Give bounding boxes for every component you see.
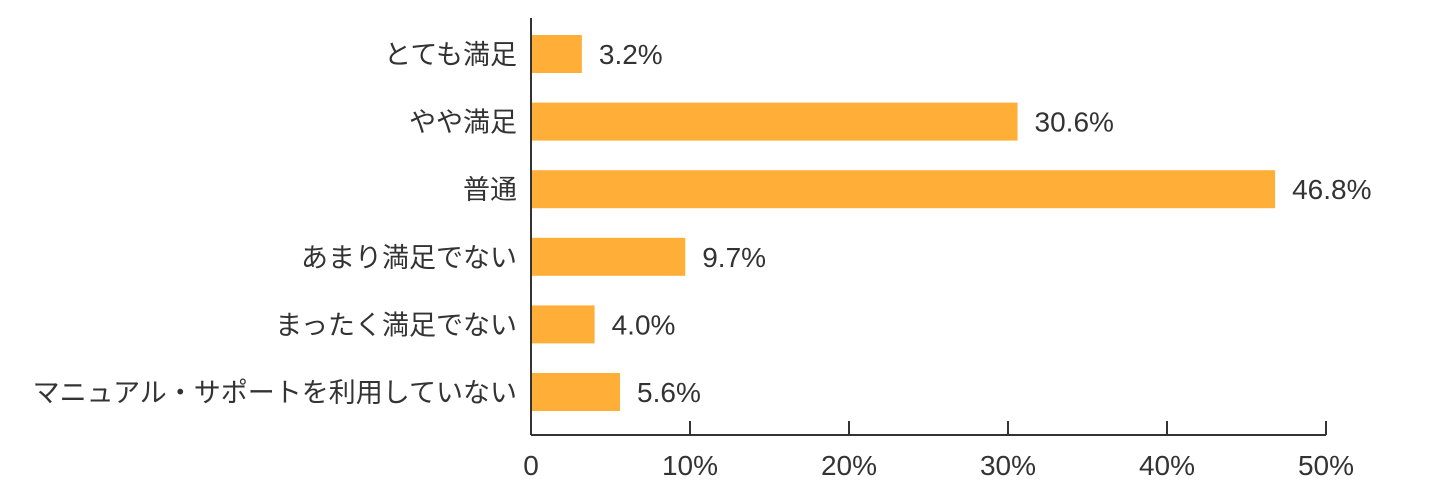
x-tick-label: 40% — [1139, 450, 1195, 481]
bar — [531, 102, 1018, 141]
axes-group — [530, 18, 1327, 436]
value-label: 30.6% — [1035, 107, 1114, 138]
x-tick-label: 50% — [1298, 450, 1354, 481]
bar — [531, 373, 621, 411]
value-label: 46.8% — [1292, 174, 1371, 205]
bar — [531, 305, 595, 344]
category-label: やや満足 — [409, 108, 517, 139]
value-label: 4.0% — [612, 309, 676, 340]
category-label: 普通 — [463, 175, 517, 206]
bar — [531, 35, 582, 73]
x-tick-label: 10% — [662, 450, 718, 481]
category-label: マニュアル・サポートを利用していない — [33, 378, 517, 409]
bar — [531, 237, 686, 276]
x-tick-label: 0 — [523, 450, 539, 481]
category-label: まったく満足でない — [275, 310, 517, 341]
x-tick-label: 20% — [821, 450, 877, 481]
category-label: あまり満足でない — [301, 243, 517, 274]
value-label: 5.6% — [637, 377, 701, 408]
category-label: とても満足 — [384, 40, 517, 71]
bar — [531, 170, 1276, 209]
x-tick-label: 30% — [980, 450, 1036, 481]
value-label: 9.7% — [702, 242, 766, 273]
value-label: 3.2% — [599, 39, 663, 70]
labels-group: とても満足 3.2% やや満足 30.6% 普通 46.8% あまり満足でない 9.7% まった… — [33, 39, 1372, 481]
bars-group — [531, 35, 1276, 411]
